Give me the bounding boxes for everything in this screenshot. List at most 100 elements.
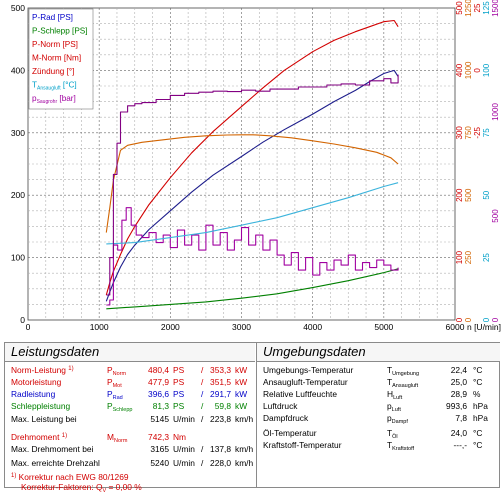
right-tick-label: 100 [455,250,464,264]
row-unit-1: U/min [173,444,195,454]
row-unit-1: PS [173,389,185,399]
env-symbol-sub: Ansaugluft [392,383,419,389]
right-tick-label: -25 [473,126,482,138]
row-label: Max. erreichte Drehzahl [11,458,100,468]
row-symbol: P [107,365,113,375]
x-axis-label: n [U/min] [467,322,501,332]
env-value: 24,0 [450,428,467,438]
env-label: Umgebungs-Temperatur [263,365,354,375]
legend-entry: P-Rad [PS] [32,13,73,22]
performance-section: Leistungsdaten Norm-Leistung 1) PNorm 480,… [5,343,255,494]
row-separator: / [201,444,204,454]
right-tick-label: 125 [482,1,491,15]
env-unit: °C [473,440,483,450]
row-value-1: 396,6 [148,389,169,399]
env-value: ---,- [453,440,467,450]
factor-label: Korrektur-Faktoren: [21,482,96,492]
right-tick-label: 200 [455,188,464,202]
right-tick-label: 1000 [491,103,500,121]
env-symbol: p [387,413,392,423]
row-value-2: 223,8 [210,414,231,424]
performance-row: Schleppleistung PSchlepp 81,3 PS / 59,8 kW [11,401,251,413]
x-tick-label: 5000 [374,322,393,332]
x-tick-label: 1000 [90,322,109,332]
row-unit-2: kW [235,365,248,375]
env-value: 22,4 [450,365,467,375]
env-symbol-sub: Kraftstoff [392,446,415,452]
row-symbol: P [107,389,113,399]
factor-value: = 0,00 % [106,482,142,492]
env-symbol-sub: Luft [391,407,401,413]
env-unit: hPa [473,413,488,423]
right-tick-label: 400 [455,63,464,77]
row-unit-1: PS [173,377,185,387]
row-value-2: 353,3 [210,365,231,375]
x-tick-label: 0 [26,322,31,332]
row-separator: / [201,458,204,468]
row-label: Drehmoment [11,432,62,442]
env-symbol-sub: Luft [393,395,403,401]
row-symbol: P [107,377,113,387]
left-tick-label: 0 [20,315,25,325]
row-value-1: 5145 [150,414,169,424]
right-tick-label: 300 [455,126,464,140]
right-tick-label: 0 [455,317,464,322]
row-unit-1: U/min [173,458,195,468]
row-unit-2: kW [235,377,248,387]
series-line [106,207,399,306]
row-separator: / [201,389,204,399]
right-tick-label: 0 [464,317,473,322]
row-symbol-sub: Schlepp [112,407,133,413]
env-label: Öl-Temperatur [263,428,317,438]
env-unit: % [473,389,481,399]
performance-title: Leistungsdaten [5,343,255,362]
left-tick-label: 300 [11,128,25,138]
right-tick-label: 1000 [464,61,473,79]
x-tick-label: 4000 [303,322,322,332]
environment-title: Umgebungsdaten [257,343,500,362]
env-value: 7,8 [455,413,467,423]
env-value: 25,0 [450,377,467,387]
row-value-1: 477,9 [148,377,169,387]
series-line [105,134,399,233]
row-value-2: 137,8 [210,444,231,454]
dyno-chart: 0 1000 2000 3000 4000 5000 6000 n [U/min]010020… [11,0,501,332]
row-label: Schleppleistung [11,401,71,411]
legend-entry: P-Norm [PS] [32,40,78,49]
footnote-mark: 1) [11,473,17,479]
row-symbol: M [107,432,114,442]
row-symbol-sub: Rad [112,395,123,401]
performance-row: Radleistung PRad 396,6 PS / 291,7 kW [11,389,251,401]
right-tick-label: 1250 [464,0,473,17]
row-symbol: P [107,401,113,411]
env-label: Dampfdruck [263,413,309,423]
environment-row: Öl-Temperatur TÖl 24,0 °C [263,428,497,440]
right-tick-label: 25 [473,3,482,12]
env-label: Luftdruck [263,401,298,411]
env-symbol: p [387,401,392,411]
left-tick-label: 200 [11,190,25,200]
correction-factor: Korrektur-Faktoren: QV = 0,00 % [21,482,142,494]
row-unit-2: kW [235,389,248,399]
footnote-mark: 1) [61,433,68,439]
row-value-1: 81,3 [152,401,169,411]
row-symbol-sub: Norm [112,371,127,377]
env-symbol: T [387,377,393,387]
row-symbol-sub: Mot [112,383,122,389]
env-label: Ansaugluft-Temperatur [263,377,348,387]
env-symbol: H [387,389,394,399]
right-tick-label: 100 [482,63,491,77]
left-tick-label: 500 [11,3,25,13]
correction-footnote: 1) Korrektur nach EWG 80/1269 [11,472,129,483]
env-unit: °C [473,428,483,438]
footnote-mark: 1) [68,366,74,372]
right-tick-label: 500 [455,1,464,15]
env-unit: hPa [473,401,488,411]
row-unit-2: km/h [235,458,254,468]
row-unit-2: kW [235,401,248,411]
environment-row: Dampfdruck pDampf 7,8 hPa [263,413,497,425]
performance-row: Drehmoment 1) MNorm 742,3 Nm [11,432,251,444]
row-value-1: 480,4 [148,365,169,375]
row-separator: / [201,365,204,375]
row-separator: / [201,414,204,424]
